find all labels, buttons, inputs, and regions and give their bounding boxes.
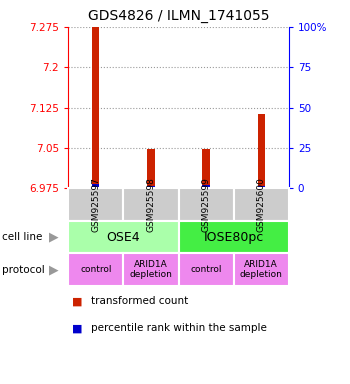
- Bar: [92, 27, 99, 188]
- Bar: [178, 188, 234, 221]
- Text: control: control: [80, 265, 112, 274]
- Text: ARID1A
depletion: ARID1A depletion: [240, 260, 283, 280]
- Bar: [123, 253, 178, 286]
- Text: GSM925597: GSM925597: [91, 177, 100, 232]
- Text: GSM925600: GSM925600: [257, 177, 266, 232]
- Text: ■: ■: [72, 296, 82, 306]
- Text: control: control: [190, 265, 222, 274]
- Text: GSM925598: GSM925598: [146, 177, 155, 232]
- Bar: [68, 253, 123, 286]
- Bar: [147, 149, 154, 188]
- Text: ▶: ▶: [49, 263, 59, 276]
- Bar: [92, 184, 99, 188]
- Bar: [203, 149, 210, 188]
- Bar: [178, 253, 234, 286]
- Text: percentile rank within the sample: percentile rank within the sample: [91, 323, 267, 333]
- Text: OSE4: OSE4: [106, 231, 140, 243]
- Bar: [258, 186, 265, 188]
- Text: IOSE80pc: IOSE80pc: [203, 231, 264, 243]
- Text: transformed count: transformed count: [91, 296, 188, 306]
- Bar: [203, 185, 210, 188]
- Text: ▶: ▶: [49, 231, 59, 243]
- Text: ■: ■: [72, 323, 82, 333]
- Text: protocol: protocol: [2, 265, 44, 275]
- Bar: [123, 188, 178, 221]
- Bar: [234, 188, 289, 221]
- Bar: [68, 221, 178, 253]
- Text: ARID1A
depletion: ARID1A depletion: [130, 260, 172, 280]
- Bar: [147, 186, 154, 188]
- Text: cell line: cell line: [2, 232, 42, 242]
- Text: GSM925599: GSM925599: [202, 177, 211, 232]
- Bar: [68, 188, 123, 221]
- Bar: [234, 253, 289, 286]
- Bar: [178, 221, 289, 253]
- Title: GDS4826 / ILMN_1741055: GDS4826 / ILMN_1741055: [88, 9, 269, 23]
- Bar: [258, 114, 265, 188]
